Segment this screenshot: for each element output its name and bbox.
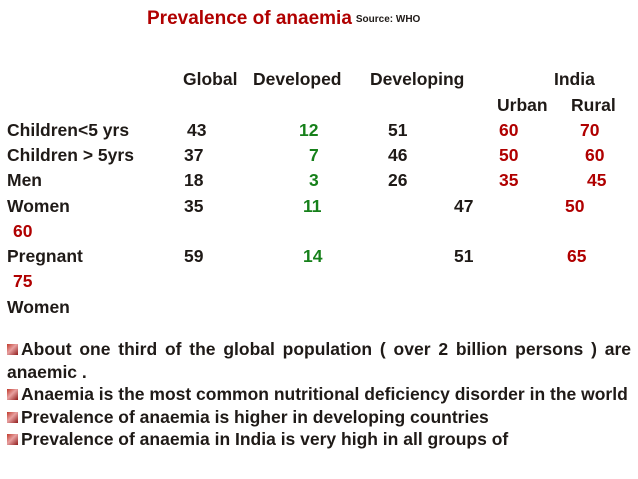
cell-rural: 45 — [587, 170, 607, 190]
cell-global: 35 — [184, 196, 204, 216]
source-label: Source: WHO — [355, 14, 421, 25]
header-developed: Developed — [253, 69, 342, 89]
bullet-item: About one third of the global population… — [7, 338, 631, 383]
row-label: Men — [7, 170, 42, 190]
slide-title: Prevalence of anaemia Source: WHO — [147, 8, 420, 30]
cell-developing: 46 — [388, 145, 408, 165]
cell-global: 18 — [184, 170, 204, 190]
cell-developing: 51 — [388, 120, 408, 140]
bullet-text: Prevalence of anaemia is higher in devel… — [21, 406, 489, 427]
bullet-item: Prevalence of anaemia is higher in devel… — [7, 406, 631, 429]
row-label: Children > 5yrs — [7, 145, 134, 165]
bullet-text: Prevalence of anaemia in India is very h… — [21, 429, 509, 449]
cell-developed: 14 — [303, 246, 323, 266]
bullet-icon — [7, 411, 18, 423]
row-label: Pregnant — [7, 246, 83, 266]
cell-rural: 70 — [580, 120, 600, 140]
cell-rural: 60 — [13, 221, 33, 241]
cell-developed: 7 — [309, 145, 319, 165]
bullet-icon — [7, 434, 18, 445]
cell-developing: 26 — [388, 170, 408, 190]
header-developing: Developing — [370, 69, 465, 89]
cell-developing: 47 — [454, 196, 474, 216]
cell-urban: 50 — [565, 196, 585, 216]
cell-urban: 50 — [499, 145, 519, 165]
title-text: Prevalence of anaemia — [147, 8, 352, 29]
cell-developed: 3 — [309, 170, 319, 190]
row-label-continued: Women — [7, 297, 70, 317]
bullet-item: Prevalence of anaemia in India is very h… — [7, 428, 631, 451]
cell-urban: 35 — [499, 170, 519, 190]
cell-developing: 51 — [454, 246, 474, 266]
header-rural: Rural — [571, 95, 616, 115]
cell-rural: 75 — [13, 271, 33, 291]
header-global: Global — [183, 69, 238, 89]
bullet-text: About one third of the global population… — [7, 339, 631, 382]
cell-global: 59 — [184, 246, 204, 266]
cell-urban: 65 — [567, 246, 587, 266]
cell-developed: 11 — [303, 196, 322, 216]
bullet-item: Anaemia is the most common nutritional d… — [7, 383, 631, 406]
header-india: India — [554, 69, 595, 89]
cell-global: 37 — [184, 145, 204, 165]
row-label: Women — [7, 196, 70, 216]
cell-developed: 12 — [299, 120, 319, 140]
cell-rural: 60 — [585, 145, 605, 165]
bullet-icon — [7, 389, 18, 400]
cell-urban: 60 — [499, 120, 519, 140]
bullet-icon — [7, 344, 18, 355]
bullet-text: Anaemia is the most common nutritional d… — [21, 384, 628, 404]
cell-global: 43 — [187, 120, 207, 140]
bullet-list: About one third of the global population… — [7, 338, 631, 451]
header-urban: Urban — [497, 95, 548, 115]
row-label: Children<5 yrs — [7, 120, 130, 140]
